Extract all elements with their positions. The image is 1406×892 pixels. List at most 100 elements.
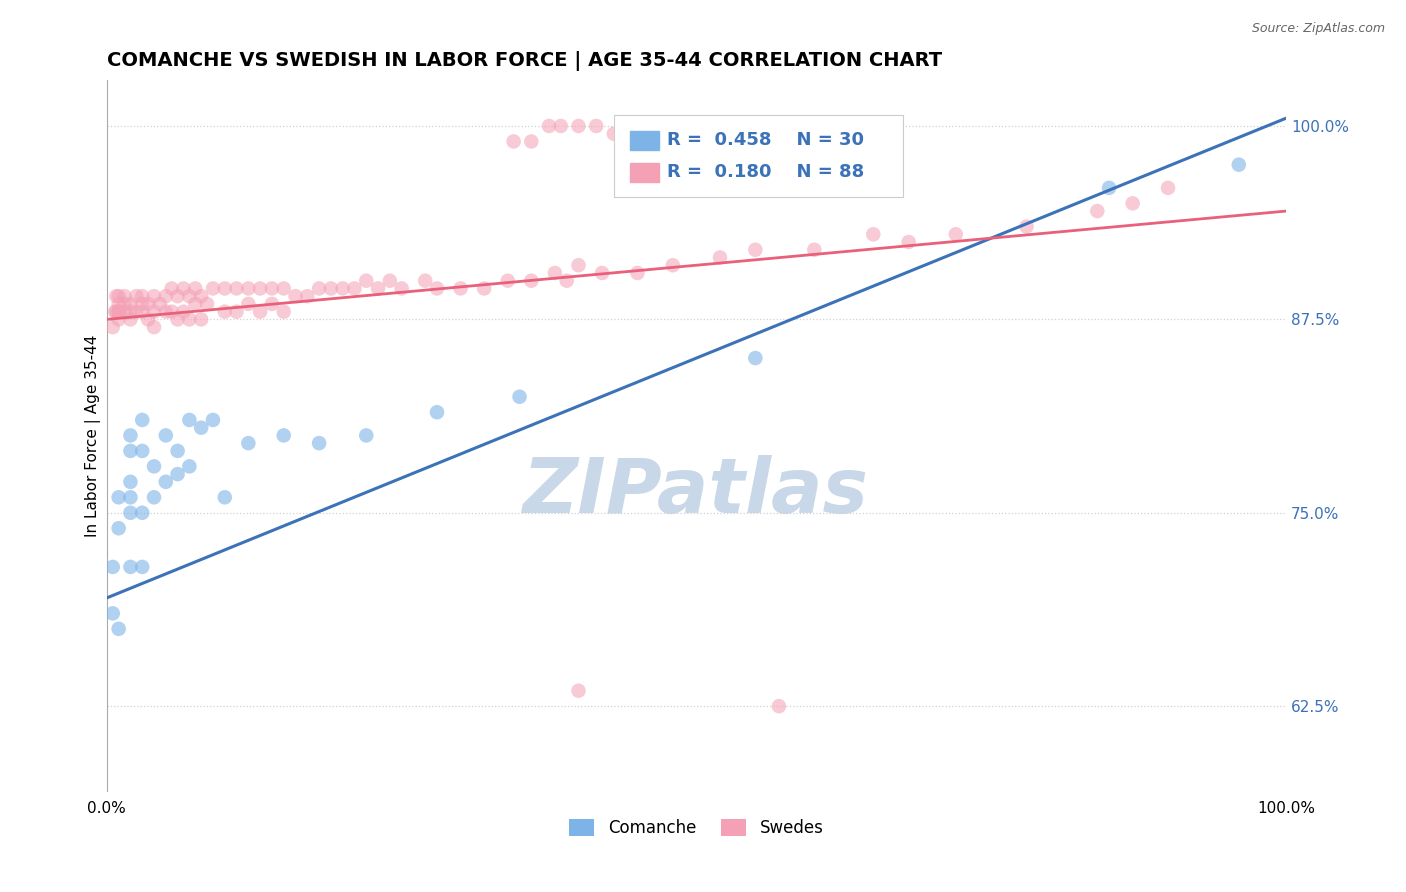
Point <box>238 297 260 311</box>
Point <box>273 304 295 318</box>
Point <box>107 521 129 535</box>
Point <box>662 258 685 272</box>
Point <box>107 297 129 311</box>
FancyBboxPatch shape <box>630 131 658 150</box>
Point <box>201 413 224 427</box>
Point <box>190 312 212 326</box>
Point <box>173 304 195 318</box>
Point <box>567 683 589 698</box>
Point <box>862 227 884 242</box>
Point <box>214 491 236 505</box>
Point <box>544 266 567 280</box>
Point <box>803 243 825 257</box>
Point <box>354 428 377 442</box>
Point <box>101 607 124 621</box>
Point <box>591 266 613 280</box>
Point <box>107 289 129 303</box>
Point <box>120 475 142 489</box>
Point <box>744 243 766 257</box>
Point <box>897 235 920 249</box>
Point <box>143 320 166 334</box>
Point <box>104 304 127 318</box>
Point <box>149 297 172 311</box>
Point <box>297 289 319 303</box>
Point <box>120 312 142 326</box>
Point <box>284 289 307 303</box>
Text: R =  0.180    N = 88: R = 0.180 N = 88 <box>666 163 865 181</box>
Point <box>567 258 589 272</box>
Point <box>114 289 136 303</box>
Point <box>155 289 177 303</box>
Point <box>166 467 188 482</box>
Point <box>143 459 166 474</box>
Y-axis label: In Labor Force | Age 35-44: In Labor Force | Age 35-44 <box>86 334 101 537</box>
Point <box>567 119 589 133</box>
Point <box>496 274 519 288</box>
Point <box>520 135 543 149</box>
FancyBboxPatch shape <box>614 115 903 197</box>
Point <box>585 119 607 133</box>
Text: COMANCHE VS SWEDISH IN LABOR FORCE | AGE 35-44 CORRELATION CHART: COMANCHE VS SWEDISH IN LABOR FORCE | AGE… <box>107 51 942 70</box>
Point <box>603 127 626 141</box>
Point <box>120 443 142 458</box>
Point <box>509 390 531 404</box>
Point <box>768 699 790 714</box>
Point <box>744 351 766 365</box>
Point <box>472 281 495 295</box>
Point <box>195 297 218 311</box>
Point <box>249 304 271 318</box>
Point <box>520 274 543 288</box>
Point <box>308 281 330 295</box>
Point <box>179 413 201 427</box>
Point <box>201 281 224 295</box>
Point <box>107 622 129 636</box>
Point <box>638 119 661 133</box>
Text: R =  0.458    N = 30: R = 0.458 N = 30 <box>666 131 863 149</box>
Point <box>143 304 166 318</box>
Point <box>120 506 142 520</box>
Point <box>107 491 129 505</box>
Point <box>179 459 201 474</box>
Point <box>620 119 643 133</box>
Point <box>101 320 124 334</box>
Point <box>160 281 183 295</box>
Point <box>190 289 212 303</box>
Point <box>249 281 271 295</box>
Point <box>1085 204 1108 219</box>
Legend: Comanche, Swedes: Comanche, Swedes <box>562 812 830 844</box>
Point <box>391 281 413 295</box>
Point <box>131 413 153 427</box>
FancyBboxPatch shape <box>630 163 658 182</box>
Point <box>332 281 354 295</box>
Point <box>166 443 188 458</box>
Point <box>105 304 128 318</box>
Point <box>114 304 136 318</box>
Point <box>426 405 449 419</box>
Point <box>107 304 129 318</box>
Point <box>308 436 330 450</box>
Point <box>413 274 436 288</box>
Point <box>120 297 142 311</box>
Text: ZIPatlas: ZIPatlas <box>523 455 869 529</box>
Point <box>367 281 389 295</box>
Point <box>131 289 153 303</box>
Point <box>179 312 201 326</box>
Point <box>166 289 188 303</box>
Point <box>273 428 295 442</box>
Point <box>626 266 648 280</box>
Point <box>155 475 177 489</box>
Point <box>650 127 672 141</box>
Point <box>225 281 247 295</box>
Point <box>120 304 142 318</box>
Point <box>136 312 159 326</box>
Point <box>143 289 166 303</box>
Point <box>131 304 153 318</box>
Point <box>214 304 236 318</box>
Point <box>166 312 188 326</box>
Point <box>155 304 177 318</box>
Point <box>179 289 201 303</box>
Point <box>173 281 195 295</box>
Point <box>155 428 177 442</box>
Point <box>343 281 366 295</box>
Point <box>1122 196 1144 211</box>
